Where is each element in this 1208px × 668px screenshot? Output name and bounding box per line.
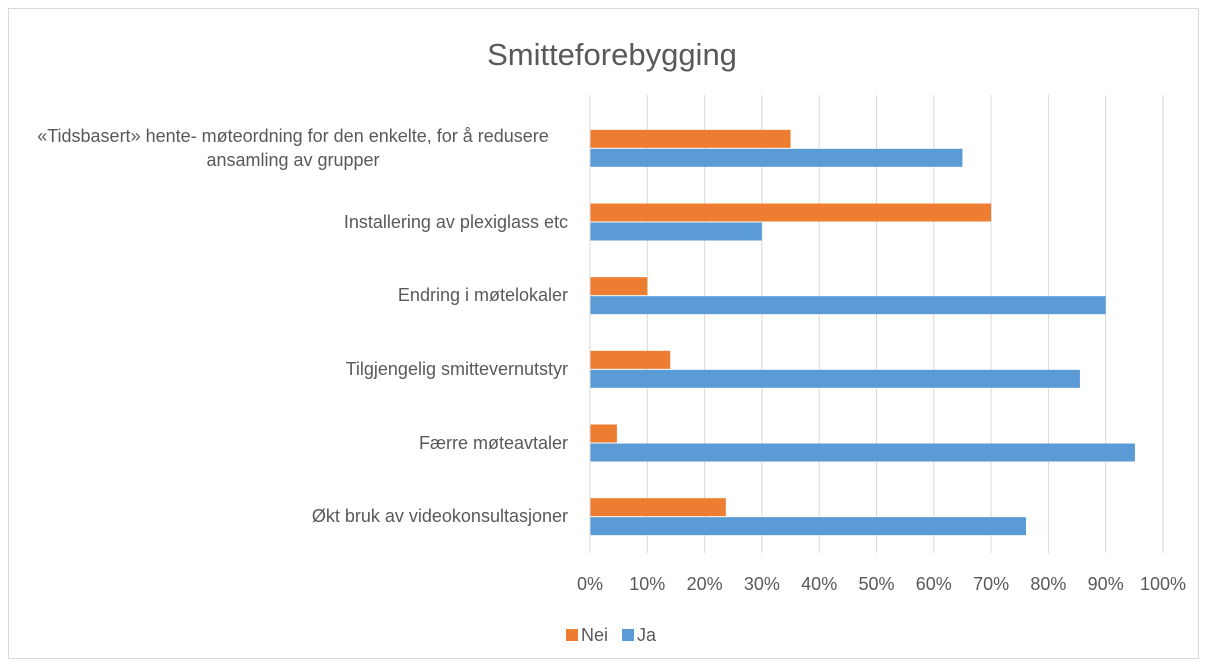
category-label-box: Økt bruk av videokonsultasjoner: [8, 504, 568, 528]
legend-swatch: [566, 629, 578, 641]
category-label-box: Installering av plexiglass etc: [8, 210, 568, 234]
category-label-box: Endring i møtelokaler: [8, 283, 568, 307]
bar: [590, 369, 1080, 388]
x-tick-label: 80%: [1030, 574, 1066, 594]
y-tick-label: Installering av plexiglass etc: [343, 211, 568, 232]
x-tick-label: 0%: [577, 574, 603, 594]
x-tick-label: 20%: [687, 574, 723, 594]
y-tick-label: Økt bruk av videokonsultasjoner: [311, 506, 568, 527]
bar: [590, 296, 1106, 315]
y-tick-label: Endring i møtelokaler: [397, 285, 568, 306]
category-label-box: «Tidsbasert» hente- møteordning for den …: [8, 124, 568, 172]
bar: [590, 277, 648, 296]
y-tick-label: Færre møteavtaler: [418, 432, 568, 453]
bar: [590, 443, 1135, 462]
x-tick-label: 70%: [973, 574, 1009, 594]
category-label-box: Tilgjengelig smittevernutstyr: [8, 357, 568, 381]
bar: [590, 498, 726, 517]
y-tick-label: Tilgjengelig smittevernutstyr: [345, 358, 568, 379]
y-tick-label: «Tidsbasert» hente- møteordning for den …: [37, 125, 549, 170]
x-tick-label: 10%: [629, 574, 665, 594]
bar: [590, 129, 791, 148]
x-tick-label: 100%: [1140, 574, 1186, 594]
x-tick-label: 50%: [858, 574, 894, 594]
legend-label: Ja: [637, 625, 657, 645]
chart-title: Smitteforebygging: [487, 37, 737, 72]
bar: [590, 222, 762, 241]
chart-border: [8, 8, 1199, 659]
bar: [590, 148, 963, 167]
legend-label: Nei: [581, 625, 608, 645]
bar: [590, 424, 617, 443]
bar: [590, 350, 671, 369]
bar: [590, 203, 992, 222]
x-tick-label: 60%: [916, 574, 952, 594]
category-label-box: Færre møteavtaler: [8, 431, 568, 455]
x-tick-label: 90%: [1088, 574, 1124, 594]
x-tick-label: 30%: [744, 574, 780, 594]
x-tick-label: 40%: [801, 574, 837, 594]
bar: [590, 517, 1027, 536]
legend-swatch: [622, 629, 635, 641]
